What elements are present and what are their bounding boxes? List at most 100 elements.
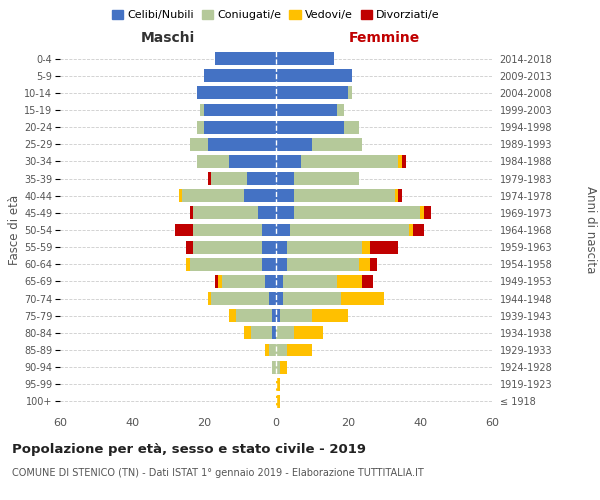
Bar (398, 190, 402, 202)
Y-axis label: Fasce di età: Fasce di età (8, 195, 21, 265)
Bar (265, 275, 276, 288)
Bar (229, 310, 236, 322)
Bar (204, 120, 276, 134)
Bar (276, 344, 287, 356)
Bar (276, 275, 283, 288)
Bar (312, 138, 362, 150)
Bar (344, 120, 359, 134)
Bar (215, 52, 276, 65)
Bar (276, 395, 280, 408)
Bar (276, 310, 280, 322)
Bar (424, 206, 431, 220)
Text: Popolazione per età, sesso e stato civile - 2019: Popolazione per età, sesso e stato civil… (12, 442, 366, 456)
Text: Femmine: Femmine (349, 31, 419, 45)
Text: Anni di nascita: Anni di nascita (584, 186, 597, 274)
Bar (276, 360, 280, 374)
Bar (236, 310, 272, 322)
Bar (211, 292, 269, 305)
Bar (290, 224, 409, 236)
Bar (215, 275, 218, 288)
Bar (204, 70, 276, 82)
Bar (197, 155, 229, 168)
Bar (395, 190, 398, 202)
Bar (280, 310, 312, 322)
Bar (272, 326, 276, 340)
Bar (208, 292, 211, 305)
Bar (420, 206, 424, 220)
Bar (272, 360, 276, 374)
Bar (269, 344, 276, 356)
Bar (413, 224, 424, 236)
Bar (276, 224, 290, 236)
Bar (265, 344, 269, 356)
Bar (276, 326, 294, 340)
Bar (370, 240, 398, 254)
Bar (276, 86, 348, 100)
Bar (294, 172, 359, 185)
Bar (294, 326, 323, 340)
Bar (283, 292, 341, 305)
Bar (272, 310, 276, 322)
Bar (186, 258, 190, 270)
Bar (287, 344, 312, 356)
Bar (287, 258, 359, 270)
Bar (218, 275, 222, 288)
Bar (362, 275, 373, 288)
Bar (262, 258, 276, 270)
Bar (204, 104, 276, 117)
Bar (269, 292, 276, 305)
Bar (341, 292, 384, 305)
Bar (276, 138, 312, 150)
Bar (276, 172, 294, 185)
Legend: Celibi/Nubili, Coniugati/e, Vedovi/e, Divorziati/e: Celibi/Nubili, Coniugati/e, Vedovi/e, Di… (108, 5, 444, 24)
Bar (276, 378, 280, 390)
Bar (200, 104, 204, 117)
Bar (362, 240, 370, 254)
Bar (193, 240, 262, 254)
Bar (276, 104, 337, 117)
Bar (258, 206, 276, 220)
Bar (190, 138, 208, 150)
Text: COMUNE DI STENICO (TN) - Dati ISTAT 1° gennaio 2019 - Elaborazione TUTTITALIA.IT: COMUNE DI STENICO (TN) - Dati ISTAT 1° g… (12, 468, 424, 477)
Bar (398, 155, 402, 168)
Bar (190, 206, 193, 220)
Bar (294, 190, 395, 202)
Bar (370, 258, 377, 270)
Bar (211, 172, 247, 185)
Bar (294, 206, 420, 220)
Bar (276, 258, 287, 270)
Bar (208, 138, 276, 150)
Bar (276, 206, 294, 220)
Bar (190, 258, 262, 270)
Bar (301, 155, 398, 168)
Bar (222, 275, 265, 288)
Bar (247, 172, 276, 185)
Bar (197, 86, 276, 100)
Bar (337, 104, 344, 117)
Bar (276, 240, 287, 254)
Bar (312, 310, 348, 322)
Bar (262, 240, 276, 254)
Bar (179, 190, 182, 202)
Bar (186, 240, 193, 254)
Bar (276, 190, 294, 202)
Text: Maschi: Maschi (141, 31, 195, 45)
Bar (283, 275, 337, 288)
Bar (182, 190, 244, 202)
Bar (287, 240, 362, 254)
Bar (244, 190, 276, 202)
Bar (402, 155, 406, 168)
Bar (276, 52, 334, 65)
Bar (208, 172, 211, 185)
Bar (175, 224, 193, 236)
Bar (244, 326, 251, 340)
Bar (337, 275, 362, 288)
Bar (276, 292, 283, 305)
Bar (359, 258, 370, 270)
Bar (193, 224, 262, 236)
Bar (197, 120, 204, 134)
Bar (193, 206, 258, 220)
Bar (409, 224, 413, 236)
Bar (280, 360, 287, 374)
Bar (276, 155, 301, 168)
